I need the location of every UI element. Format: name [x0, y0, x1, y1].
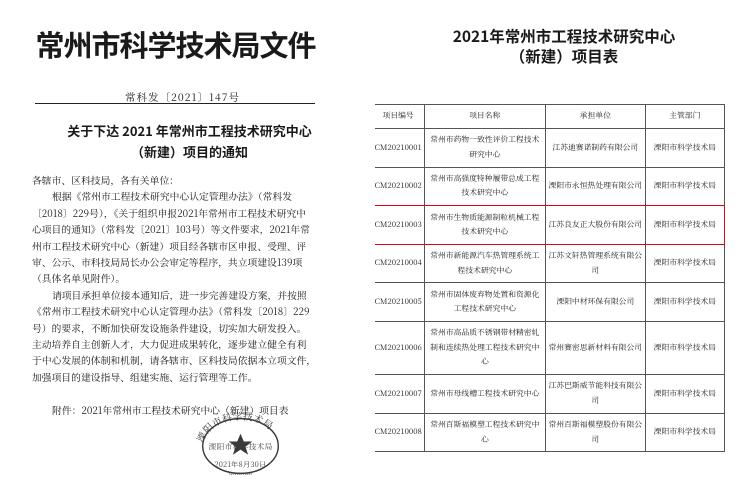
- svg-text:320411091849: 320411091849: [229, 471, 253, 476]
- svg-text:溧阳市科学技术局: 溧阳市科学技术局: [193, 412, 276, 444]
- svg-text:2021年8月30日: 2021年8月30日: [214, 460, 266, 470]
